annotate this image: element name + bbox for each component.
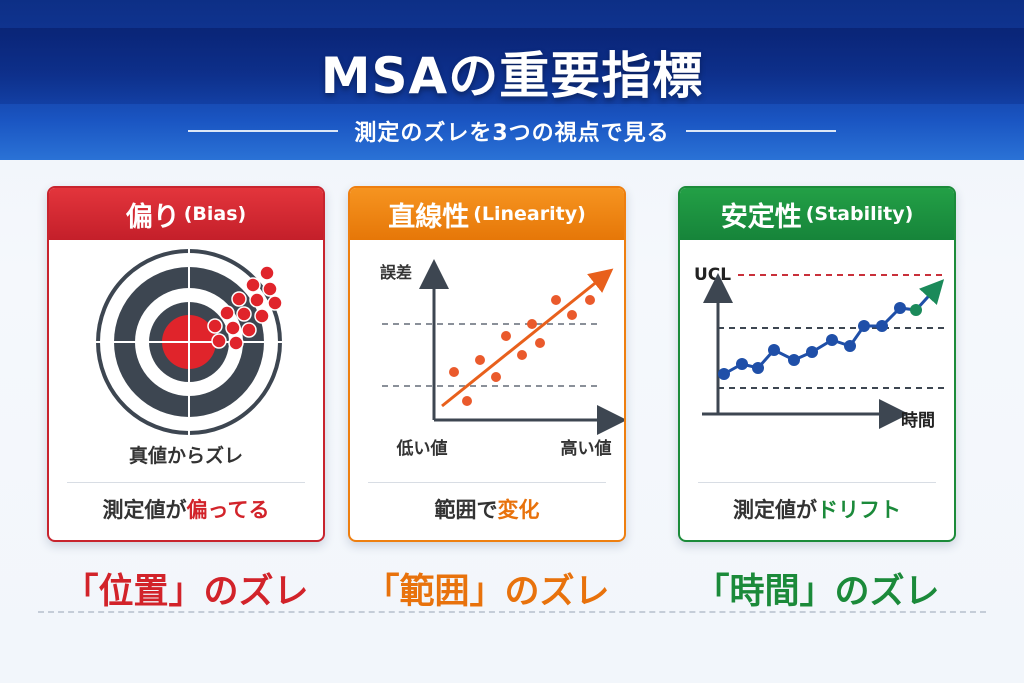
target-icon: 真値からズレ — [93, 246, 285, 467]
bottom-dashed-divider — [38, 611, 986, 613]
page-subtitle: 測定のズレを3つの視点で見る — [354, 121, 670, 146]
linearity-points — [449, 295, 595, 406]
linearity-chart-icon: 誤差 低い値 高い値 — [380, 259, 624, 459]
bias-divider — [67, 482, 305, 483]
stability-bottom-label: 「時間」のズレ — [678, 563, 956, 614]
subtitle-row: 測定のズレを3つの視点で見る — [0, 116, 1024, 146]
bias-bottom-suffix: のズレ — [203, 572, 309, 612]
stability-series-line — [723, 279, 945, 376]
linearity-x-high-label: 高い値 — [561, 438, 612, 459]
linearity-card-title-en: (Linearity) — [473, 203, 586, 225]
stability-caption-prefix: 測定値が — [733, 498, 817, 522]
stability-card-title-en: (Stability) — [805, 203, 914, 225]
stability-caption-highlight: ドリフト — [817, 498, 901, 522]
stability-card-header: 安定性 (Stability) — [680, 188, 954, 240]
linearity-y-label: 誤差 — [380, 263, 412, 282]
bias-graphic-label: 真値からズレ — [129, 444, 243, 467]
bias-caption: 測定値が偏ってる — [49, 494, 323, 524]
stability-bottom-main: 「時間」 — [694, 572, 835, 612]
stability-x-label: 時間 — [901, 410, 935, 431]
bias-card-title: 偏り — [125, 201, 180, 233]
bias-caption-highlight: 偏ってる — [186, 498, 270, 522]
bias-caption-prefix: 測定値が — [102, 498, 187, 522]
stability-card: 安定性 (Stability) UCL 時間 測定値がドリフト — [678, 186, 956, 542]
linearity-card: 直線性 (Linearity) 誤差 低い値 高い値 範囲で変化 — [348, 186, 626, 542]
linearity-caption-highlight: 変化 — [497, 498, 540, 522]
stability-points — [718, 302, 906, 380]
stability-divider — [698, 482, 936, 483]
linearity-caption: 範囲で変化 — [350, 494, 624, 524]
stability-card-title: 安定性 — [720, 201, 802, 233]
page-title: MSAの重要指標 — [320, 47, 704, 105]
linearity-caption-prefix: 範囲で — [434, 498, 498, 522]
linearity-bottom-label: 「範囲」のズレ — [348, 563, 626, 614]
stability-chart-icon: UCL 時間 — [694, 265, 945, 431]
stability-last-point — [910, 304, 922, 316]
linearity-card-title: 直線性 — [388, 201, 470, 233]
shot-cluster — [207, 265, 283, 351]
title-band — [0, 28, 1024, 104]
stability-caption: 測定値がドリフト — [680, 494, 954, 524]
linearity-bottom-main: 「範囲」 — [364, 572, 505, 612]
subtitle-right-rule — [685, 130, 836, 132]
bias-bottom-main: 「位置」 — [63, 572, 204, 612]
linearity-trend-arrow — [441, 268, 614, 408]
bias-bottom-label: 「位置」のズレ — [47, 563, 325, 614]
header-banner: MSAの重要指標 測定のズレを3つの視点で見る — [0, 0, 1024, 160]
linearity-divider — [368, 482, 606, 483]
stability-bottom-suffix: のズレ — [834, 572, 940, 612]
linearity-x-low-label: 低い値 — [396, 438, 448, 459]
bias-card-header: 偏り (Bias) — [49, 188, 323, 240]
bias-card-title-en: (Bias) — [183, 203, 247, 225]
subtitle-left-rule — [188, 130, 339, 132]
linearity-card-header: 直線性 (Linearity) — [350, 188, 624, 240]
ucl-label: UCL — [694, 265, 731, 285]
linearity-bottom-suffix: のズレ — [504, 572, 610, 612]
bias-card: 偏り (Bias) 真値からズレ 測定値が偏ってる — [47, 186, 325, 542]
